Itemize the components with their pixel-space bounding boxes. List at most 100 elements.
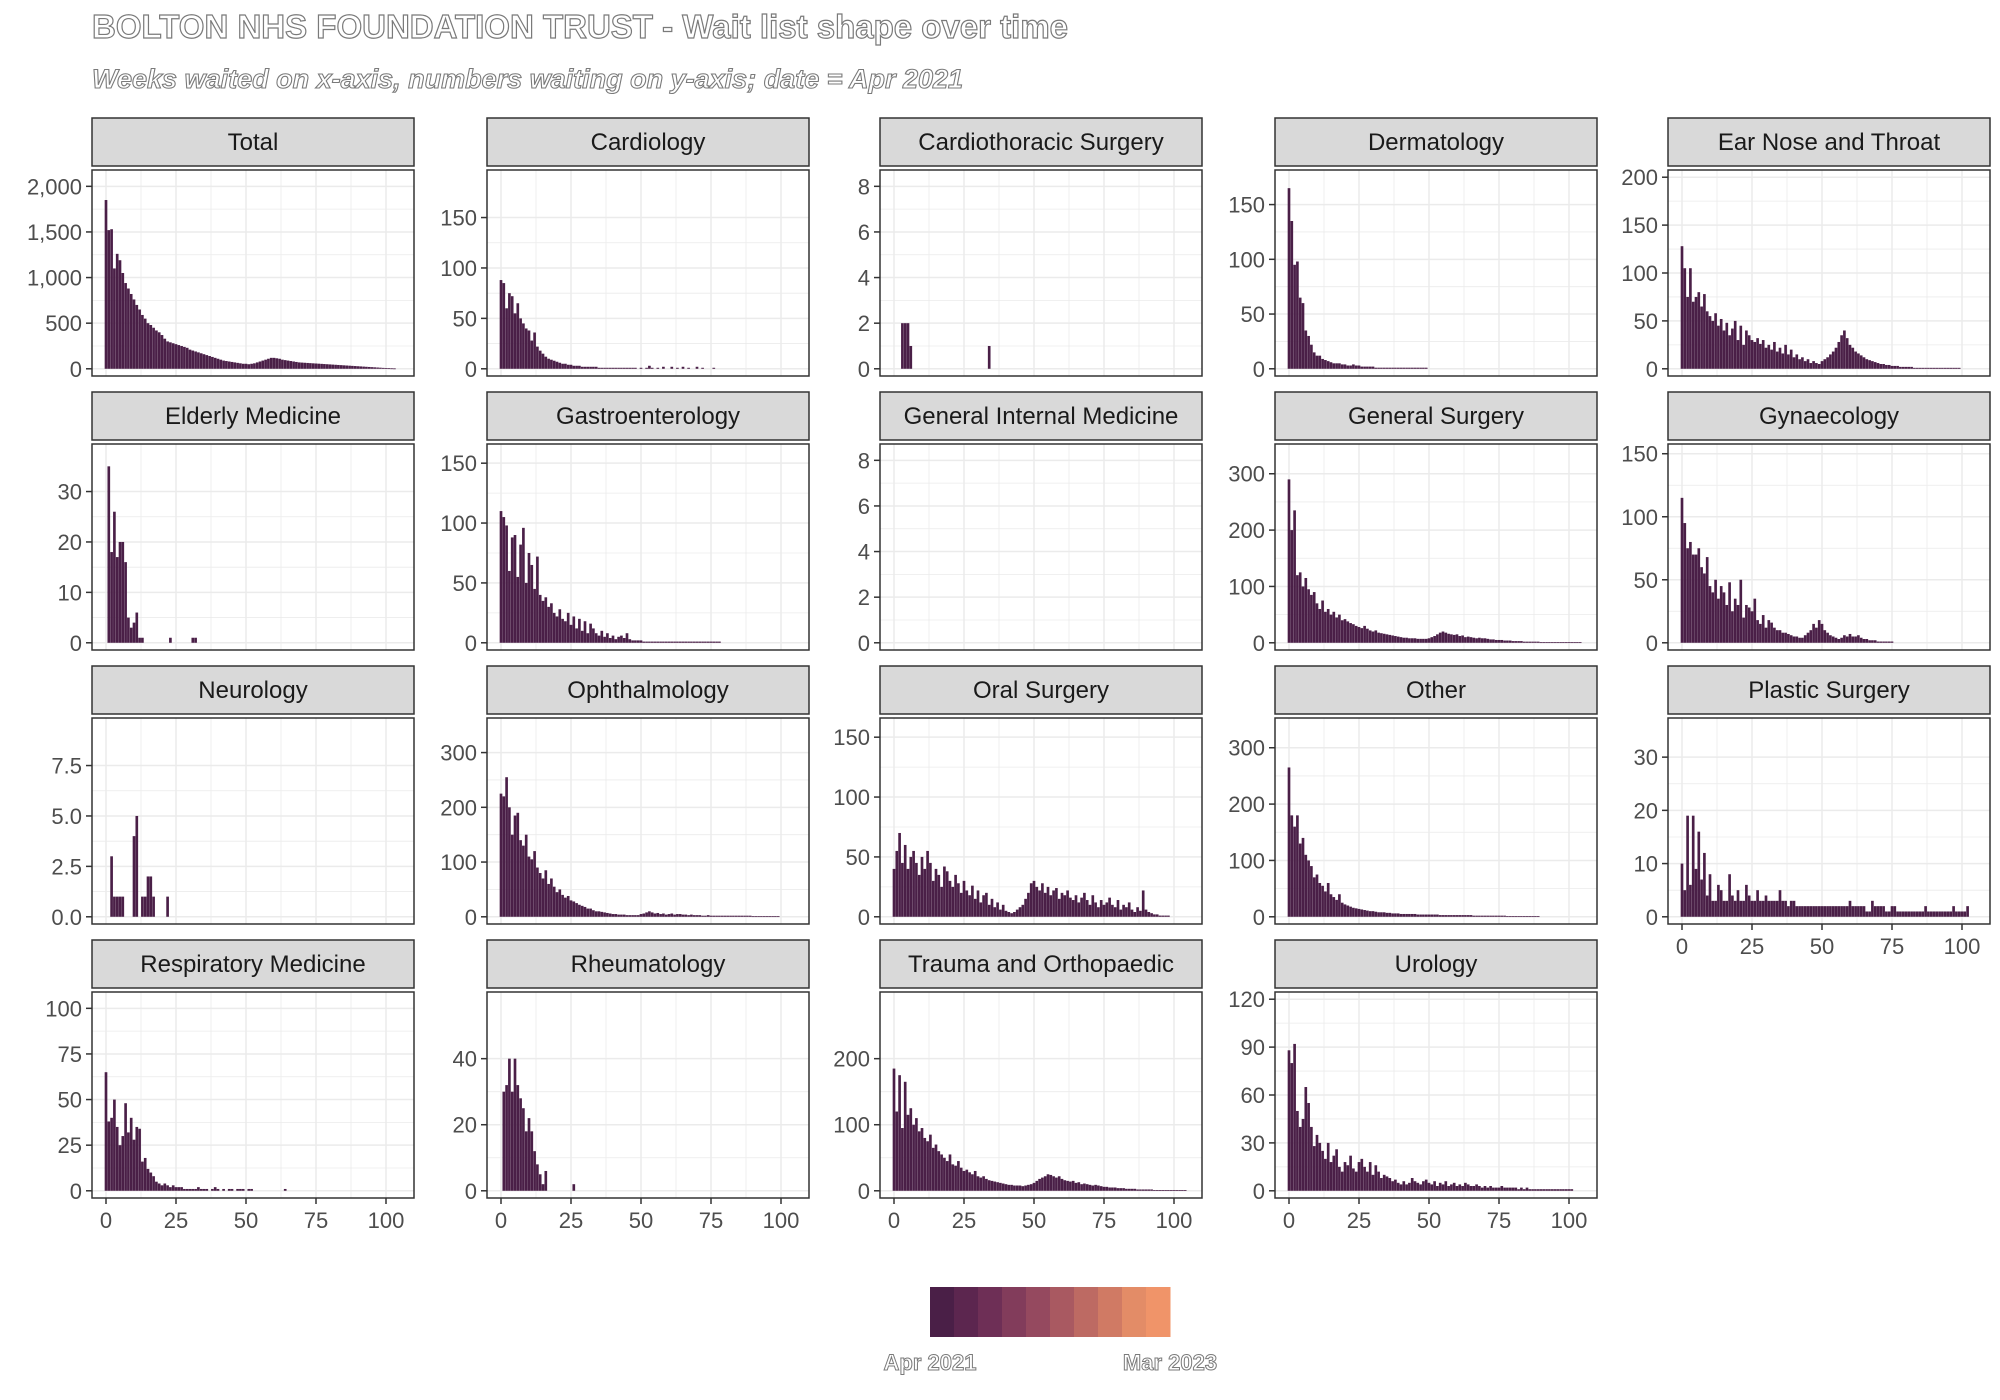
bar — [1105, 1186, 1109, 1191]
panel-border — [1274, 443, 1598, 651]
bar — [681, 641, 685, 643]
bar — [1564, 1189, 1568, 1191]
bar — [662, 913, 665, 917]
bar — [306, 362, 309, 369]
bar — [166, 341, 169, 369]
bar — [188, 1188, 192, 1191]
bar — [508, 1058, 511, 1191]
bar — [1436, 914, 1439, 917]
bar — [698, 915, 702, 917]
y-tick-label: 150 — [1228, 193, 1265, 218]
bar — [118, 896, 122, 917]
bar — [502, 1091, 506, 1191]
bar — [934, 868, 938, 917]
bar — [558, 889, 562, 917]
bar — [1298, 572, 1302, 643]
bar — [1497, 639, 1501, 643]
bar — [1525, 916, 1529, 918]
bar — [1792, 900, 1796, 917]
bar — [695, 915, 699, 917]
bar — [171, 343, 175, 369]
bar — [976, 890, 980, 917]
bar — [1422, 1181, 1425, 1191]
bar — [684, 641, 688, 643]
bar — [177, 1187, 181, 1191]
bar — [1845, 906, 1849, 917]
bar — [1321, 885, 1324, 917]
bar — [915, 862, 918, 917]
bar — [1304, 854, 1308, 917]
bar — [982, 895, 985, 917]
facet-strip-label: Cardiology — [591, 129, 706, 156]
bar — [1899, 366, 1902, 369]
facet-strip-label: Gynaecology — [1759, 403, 1899, 430]
bar — [704, 915, 707, 917]
x-tick-label: 25 — [1347, 1208, 1371, 1233]
facet-strip — [1667, 117, 1991, 167]
bar — [1043, 1176, 1047, 1191]
bar — [1486, 915, 1490, 917]
facet-panel: Ophthalmology 0 100 200 300 — [440, 665, 810, 930]
bar — [1144, 1189, 1148, 1191]
bar — [1027, 892, 1030, 917]
bar — [1711, 900, 1715, 917]
bar — [1127, 902, 1131, 917]
facet-strip — [1274, 665, 1598, 715]
facet-panel: Gynaecology 0 50 100 150 — [1621, 391, 1991, 656]
panel-border — [486, 443, 810, 651]
bar — [1478, 637, 1481, 643]
facet-strip — [486, 391, 810, 441]
bar — [1924, 367, 1927, 369]
facet-strip — [1274, 939, 1598, 989]
bar — [1430, 637, 1434, 643]
bar — [536, 1164, 539, 1191]
bar — [550, 603, 553, 643]
bar — [1097, 1185, 1100, 1191]
bar — [1298, 843, 1302, 917]
facet-strip — [91, 391, 415, 441]
facet-panel: Gastroenterology 0 50 100 150 — [440, 391, 810, 656]
bar — [1388, 1178, 1392, 1191]
bar — [1576, 642, 1579, 644]
bar — [171, 1185, 175, 1191]
bar — [510, 296, 514, 369]
bar — [1520, 1187, 1523, 1191]
bar — [926, 1141, 929, 1191]
bar — [1960, 911, 1964, 917]
bar — [135, 1126, 139, 1191]
bar — [569, 624, 573, 643]
bar — [1304, 577, 1308, 643]
bar — [197, 1187, 200, 1191]
bar — [987, 345, 991, 369]
bar — [1343, 364, 1347, 369]
bar — [1826, 632, 1829, 643]
bar — [1528, 641, 1532, 643]
bar — [594, 911, 598, 917]
bar — [183, 1188, 186, 1191]
bar — [1787, 633, 1790, 643]
bar — [1472, 915, 1476, 917]
bar — [1060, 1178, 1064, 1191]
bar — [191, 350, 195, 369]
bar — [1686, 815, 1689, 917]
bar — [538, 873, 542, 917]
x-tick-label: 100 — [763, 1208, 800, 1233]
bar — [1873, 640, 1877, 643]
bar — [1422, 638, 1425, 643]
bar — [906, 868, 910, 917]
bar — [107, 466, 111, 643]
bar — [1363, 1166, 1366, 1191]
bar — [1335, 1149, 1338, 1191]
bar — [1747, 607, 1751, 643]
bar — [205, 1188, 209, 1191]
bar — [1494, 639, 1498, 643]
bar — [1946, 367, 1950, 369]
bar — [1511, 641, 1515, 643]
bar — [1357, 908, 1361, 917]
bar — [715, 915, 718, 917]
bar — [1164, 1190, 1167, 1191]
bar — [1085, 1184, 1089, 1191]
bar — [1882, 906, 1885, 917]
bar — [516, 576, 520, 643]
bar — [1340, 902, 1344, 917]
